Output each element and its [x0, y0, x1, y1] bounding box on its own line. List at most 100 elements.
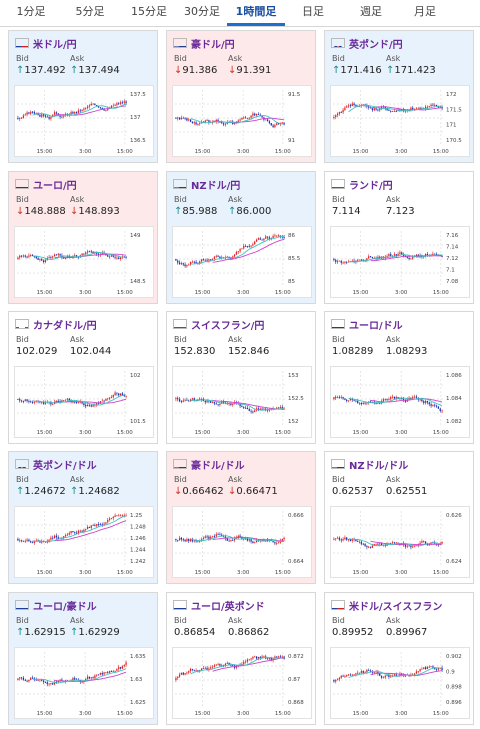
candle-body	[399, 252, 401, 254]
candle-body	[189, 119, 192, 122]
candlestick-chart[interactable]: 1.086 1.084 1.082 15:00 3:00 15:00	[330, 366, 470, 438]
candle-body	[369, 670, 372, 672]
candle-body	[26, 256, 28, 258]
x-tick-label: 15:00	[275, 430, 291, 436]
candle-body	[379, 402, 381, 404]
currency-pair-link[interactable]: 米ドル/スイスフラン	[349, 601, 443, 613]
candlestick-chart[interactable]: 102 101.5 15:00 3:00 15:00	[14, 366, 154, 438]
candlestick-chart[interactable]: 0.666 0.664 15:00 3:00 15:00	[172, 506, 312, 578]
y-tick-label: 170.5	[446, 138, 462, 144]
candle-body	[395, 254, 397, 257]
tab-4[interactable]: 30分足	[184, 5, 220, 18]
candle-body	[265, 236, 267, 239]
candlestick-chart[interactable]: 149 148.5 15:00 3:00 15:00	[14, 226, 154, 298]
currency-pair-link[interactable]: カナダドル/円	[33, 320, 97, 332]
candle-body	[28, 112, 30, 114]
candlestick-chart[interactable]: 91.5 91 15:00 3:00 15:00	[172, 85, 312, 157]
candle-body	[81, 530, 83, 532]
currency-pair-link[interactable]: 米ドル/円	[33, 39, 77, 51]
candle-body	[83, 403, 85, 406]
rate-card[interactable]: ランド/円 Bid Ask 7.114 7.123 7.16 7.14 7.12 7.1 7.08…	[324, 171, 474, 304]
currency-pair-link[interactable]: 英ポンド/ドル	[33, 460, 97, 472]
candle-body	[277, 542, 280, 544]
currency-pair-link[interactable]: ユーロ/円	[33, 180, 77, 192]
rate-card[interactable]: 英ポンド/円 Bid Ask ↑171.416 ↑171.423 172 171.5 171 1…	[324, 30, 474, 163]
currency-pair-link[interactable]: ユーロ/英ポンド	[191, 601, 265, 613]
candle-body	[215, 534, 217, 537]
candle-body	[406, 256, 408, 258]
candlestick-chart[interactable]: 137.5 137 136.5 15:00 3:00 15:00	[14, 85, 154, 157]
tab-7[interactable]: 週足	[360, 5, 382, 18]
candle-body	[353, 399, 355, 401]
rate-card[interactable]: 米ドル/スイスフラン Bid Ask 0.89952 0.89967 0.902 0.9 0.…	[324, 592, 474, 725]
rate-card[interactable]: スイスフラン/円 Bid Ask 152.830 152.846 153 152.5 152 1…	[166, 311, 316, 444]
candle-body	[191, 668, 194, 670]
card-header: ユーロ/英ポンド	[173, 597, 265, 613]
tab-2[interactable]: 5分足	[75, 5, 105, 18]
candle-body	[437, 406, 440, 409]
rate-card[interactable]: ユーロ/英ポンド Bid Ask 0.86854 0.86862 0.872 0.87 0.8…	[166, 592, 316, 725]
tab-6[interactable]: 日足	[302, 5, 324, 18]
candle-body	[369, 401, 372, 403]
candle-body	[397, 542, 399, 544]
candlestick-chart[interactable]: 172 171.5 171 170.5 15:00 3:00 15:00	[330, 85, 470, 157]
y-tick-label: 152.5	[288, 396, 304, 402]
candle-body	[412, 107, 414, 110]
candle-body	[30, 677, 32, 680]
currency-pair-link[interactable]: NZドル/ドル	[349, 460, 409, 472]
tab-3[interactable]: 15分足	[131, 5, 167, 18]
rate-card[interactable]: 豪ドル/ドル Bid Ask ↓0.66462 ↓0.66471 0.666 0.664 15…	[166, 451, 316, 584]
x-tick-label: 15:00	[37, 149, 53, 155]
rate-card[interactable]: 英ポンド/ドル Bid Ask ↑1.24672 ↑1.24682 1.25 1.248 1.…	[8, 451, 158, 584]
candlestick-chart[interactable]: 1.25 1.248 1.246 1.244 1.242 15:00 3:00 15:00	[14, 506, 154, 578]
rate-card[interactable]: NZドル/ドル Bid Ask 0.62537 0.62551 0.626 0.624 15:…	[324, 451, 474, 584]
candle-body	[379, 673, 381, 676]
rate-card[interactable]: カナダドル/円 Bid Ask 102.029 102.044 102 101.5 15:00…	[8, 311, 158, 444]
currency-pair-link[interactable]: 豪ドル/円	[191, 39, 235, 51]
rate-card[interactable]: 豪ドル/円 Bid Ask ↓91.386 ↓91.391 91.5 91 15:00 3:00…	[166, 30, 316, 163]
currency-pair-link[interactable]: ランド/円	[349, 180, 393, 192]
candle-body	[340, 397, 342, 398]
candlestick-chart[interactable]: 0.902 0.9 0.898 0.896 15:00 3:00 15:00	[330, 647, 470, 719]
currency-pair-link[interactable]: ユーロ/豪ドル	[33, 601, 97, 613]
bid-label: Bid	[174, 195, 187, 204]
tab-1[interactable]: 1分足	[16, 5, 46, 18]
candlestick-chart[interactable]: 1.635 1.63 1.625 15:00 3:00 15:00	[14, 647, 154, 719]
candle-body	[86, 676, 89, 680]
y-tick-label: 149	[130, 233, 141, 239]
rate-card[interactable]: NZドル/円 Bid Ask ↑85.988 ↑86.000 86 85.5 85 15:00 3…	[166, 171, 316, 304]
candle-body	[59, 679, 61, 681]
currency-pair-link[interactable]: NZドル/円	[191, 180, 241, 192]
currency-pair-link[interactable]: 豪ドル/ドル	[191, 460, 245, 472]
ask-value: 102.044	[70, 346, 111, 357]
candle-body	[257, 114, 260, 115]
rate-card[interactable]: 米ドル/円 Bid Ask ↑137.492 ↑137.494 137.5 137 136.5…	[8, 30, 158, 163]
candlestick-chart[interactable]: 7.16 7.14 7.12 7.1 7.08 15:00 3:00 15:00	[330, 226, 470, 298]
candlestick-chart[interactable]: 0.626 0.624 15:00 3:00 15:00	[330, 506, 470, 578]
candle-body	[248, 539, 250, 541]
currency-pair-link[interactable]: 英ポンド/円	[349, 39, 403, 51]
candle-body	[112, 516, 114, 519]
candle-body	[64, 399, 67, 401]
candle-body	[344, 398, 346, 400]
rate-card[interactable]: ユーロ/豪ドル Bid Ask ↑1.62915 ↑1.62929 1.635 1.63 1.…	[8, 592, 158, 725]
candle-body	[50, 116, 52, 119]
candle-body	[31, 542, 34, 544]
currency-pair-link[interactable]: スイスフラン/円	[191, 320, 265, 332]
y-tick-label: 148.5	[130, 279, 146, 285]
candle-body	[188, 264, 190, 266]
tab-5[interactable]: 1時間足	[227, 0, 285, 26]
candle-body	[114, 670, 116, 672]
rate-card[interactable]: ユーロ/円 Bid Ask ↓148.888 ↓148.893 149 148.5 15:00…	[8, 171, 158, 304]
candle-body	[48, 257, 50, 259]
candle-body	[31, 111, 34, 113]
candlestick-chart[interactable]: 153 152.5 152 15:00 3:00 15:00	[172, 366, 312, 438]
candle-body	[344, 107, 346, 110]
tab-8[interactable]: 月足	[414, 5, 436, 18]
candle-body	[254, 656, 256, 658]
arrow-down-icon: ↓	[16, 206, 25, 217]
currency-pair-link[interactable]: ユーロ/ドル	[349, 320, 403, 332]
rate-card[interactable]: ユーロ/ドル Bid Ask 1.08289 1.08293 1.086 1.084 1.08…	[324, 311, 474, 444]
candlestick-chart[interactable]: 86 85.5 85 15:00 3:00 15:00	[172, 226, 312, 298]
candlestick-chart[interactable]: 0.872 0.87 0.868 15:00 3:00 15:00	[172, 647, 312, 719]
